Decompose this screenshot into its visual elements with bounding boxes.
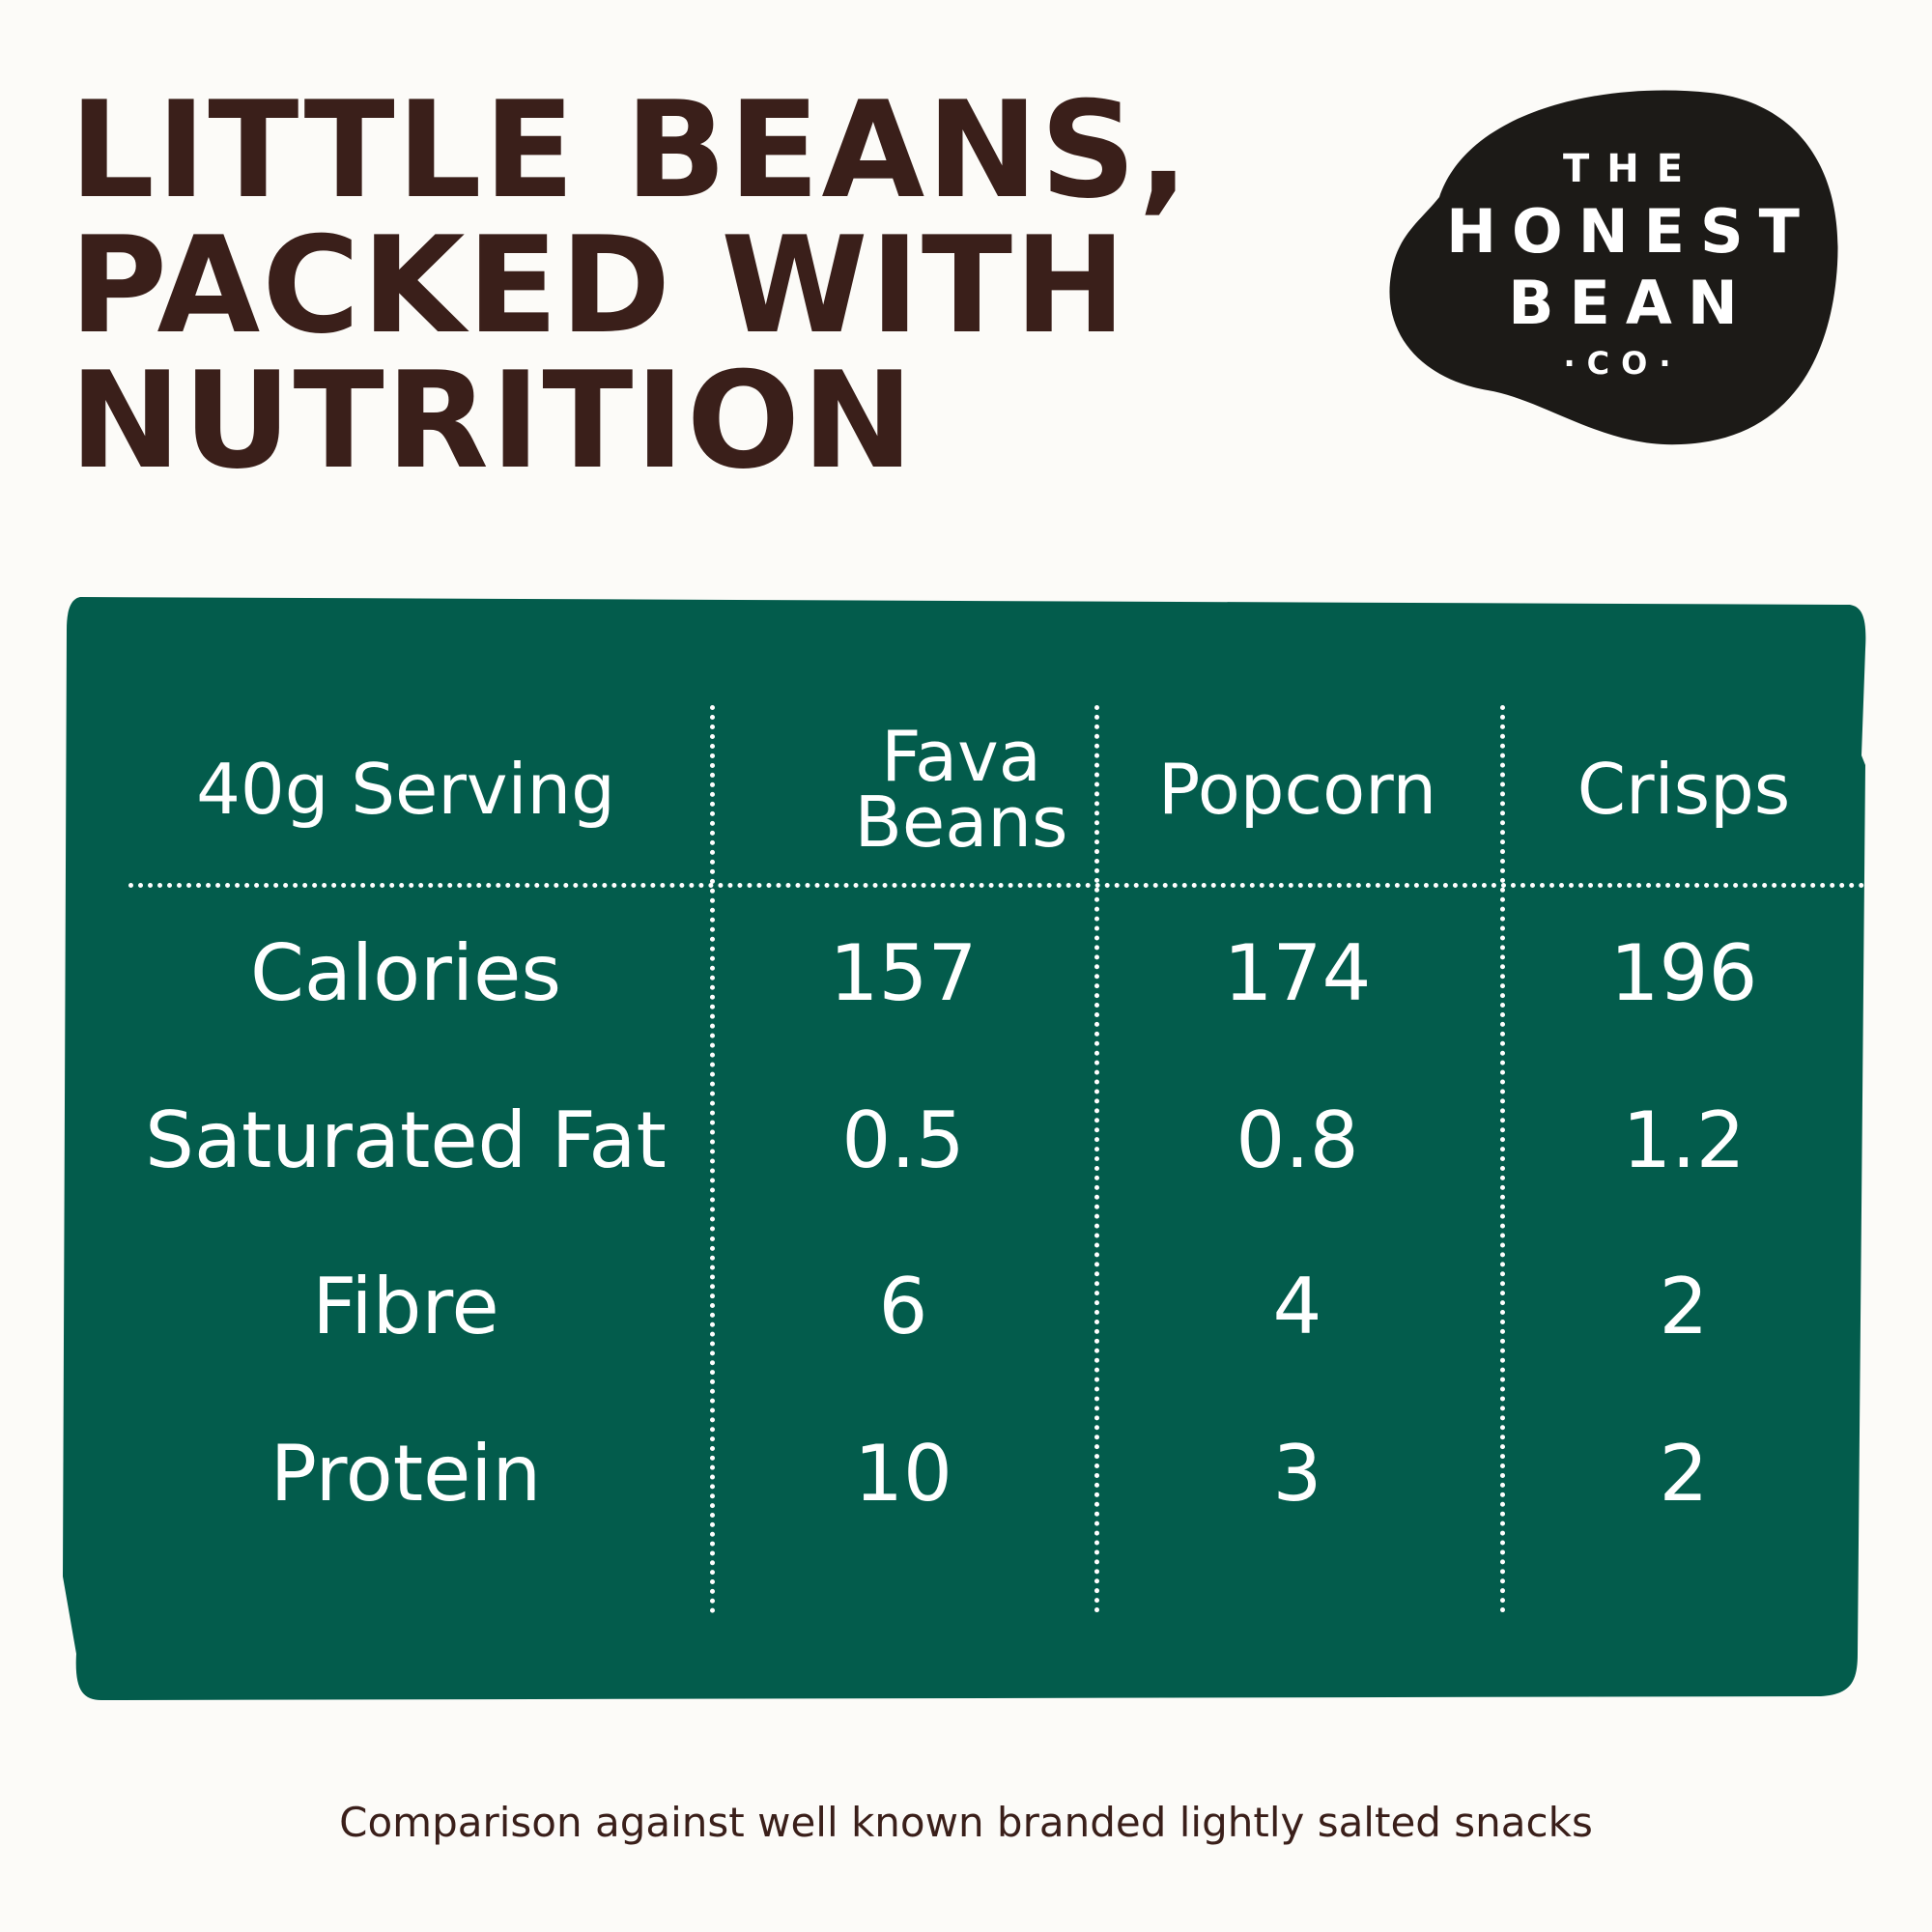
column-divider-2: [1094, 705, 1099, 1613]
logo-wordmark: THE HONEST BEAN ·CO·: [1381, 81, 1845, 448]
logo-text-the: THE: [1562, 147, 1701, 191]
logo-text-bean: BEAN: [1508, 268, 1753, 338]
row-label-fibre: Fibre: [312, 1261, 499, 1351]
saturated-fat-crisps: 1.2: [1622, 1094, 1746, 1185]
panel-background: [63, 597, 1866, 1700]
fibre-crisps: 2: [1659, 1261, 1709, 1351]
calories-crisps: 196: [1609, 927, 1758, 1018]
header-fava-beans: Fava Beans: [854, 716, 1068, 863]
saturated-fat-popcorn: 0.8: [1236, 1094, 1359, 1185]
nutrition-table: 40g Serving Fava Beans Popcorn Crisps Ca…: [63, 591, 1869, 1702]
header-crisps: Crisps: [1577, 749, 1791, 830]
headline-line-2: PACKED WITH: [70, 208, 1128, 363]
row-label-saturated-fat: Saturated Fat: [145, 1094, 667, 1185]
headline-line-1: LITTLE BEANS,: [70, 72, 1191, 228]
fibre-fava-beans: 6: [878, 1261, 928, 1351]
row-label-calories: Calories: [249, 927, 562, 1018]
logo-blob-shape: [1389, 90, 1838, 445]
calories-fava-beans: 157: [829, 927, 978, 1018]
column-divider-3: [1500, 705, 1505, 1613]
saturated-fat-fava-beans: 0.5: [841, 1094, 965, 1185]
brand-logo: THE HONEST BEAN ·CO·: [1381, 81, 1845, 448]
row-label-protein: Protein: [270, 1428, 542, 1519]
headline: LITTLE BEANS, PACKED WITH NUTRITION: [70, 83, 1191, 489]
fibre-popcorn: 4: [1272, 1261, 1322, 1351]
header-serving: 40g Serving: [196, 749, 615, 830]
logo-text-co: ·CO·: [1563, 345, 1683, 382]
protein-fava-beans: 10: [854, 1428, 952, 1519]
footnote: Comparison against well known branded li…: [339, 1799, 1593, 1846]
column-divider-1: [710, 705, 715, 1232]
nutrition-comparison-panel: 40g Serving Fava Beans Popcorn Crisps Ca…: [63, 591, 1869, 1702]
header-popcorn: Popcorn: [1157, 749, 1437, 830]
logo-text-honest: HONEST: [1446, 196, 1815, 267]
headline-line-3: NUTRITION: [70, 343, 916, 498]
column-divider-1-lower: [710, 1236, 715, 1613]
protein-crisps: 2: [1659, 1428, 1709, 1519]
header-divider: [128, 883, 1865, 888]
calories-popcorn: 174: [1223, 927, 1372, 1018]
protein-popcorn: 3: [1272, 1428, 1322, 1519]
